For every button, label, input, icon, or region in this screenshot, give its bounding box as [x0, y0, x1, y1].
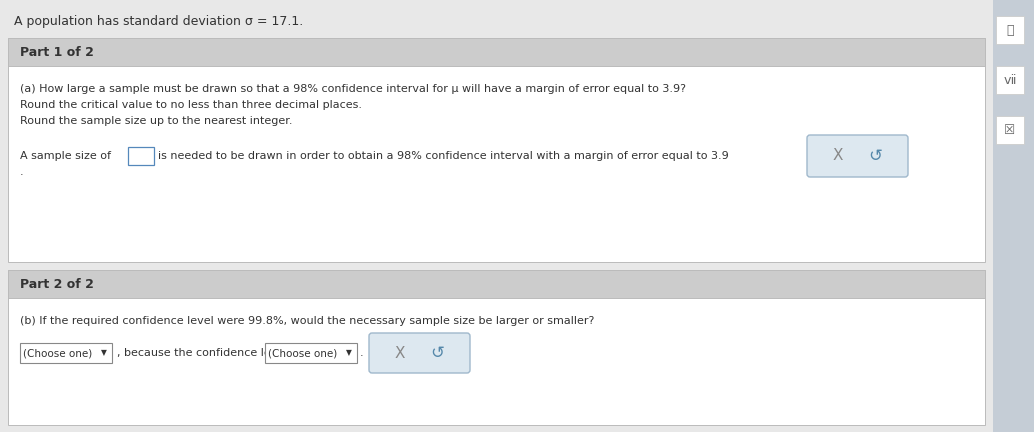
Bar	[128, 147, 154, 165]
Text: ▼: ▼	[101, 349, 107, 358]
Text: ⅶ: ⅶ	[1004, 73, 1016, 86]
Text: Part 1 of 2: Part 1 of 2	[20, 45, 94, 58]
Bar	[20, 343, 112, 363]
Text: ☒: ☒	[1004, 124, 1015, 137]
Text: ▼: ▼	[346, 349, 352, 358]
Text: (a) How large a sample must be drawn so that a 98% confidence interval for μ wil: (a) How large a sample must be drawn so …	[20, 84, 686, 94]
Text: X: X	[395, 346, 405, 360]
Bar	[996, 116, 1024, 144]
Bar	[993, 0, 1034, 432]
Text: X: X	[832, 149, 844, 163]
Text: ⎙: ⎙	[1006, 23, 1013, 36]
Text: A sample size of: A sample size of	[20, 151, 111, 161]
Text: (Choose one): (Choose one)	[24, 348, 93, 358]
Bar	[8, 38, 985, 66]
Bar	[8, 38, 985, 262]
Text: is needed to be drawn in order to obtain a 98% confidence interval with a margin: is needed to be drawn in order to obtain…	[158, 151, 729, 161]
Bar	[8, 270, 985, 298]
Text: ↺: ↺	[869, 147, 882, 165]
Text: .: .	[360, 348, 364, 358]
Text: ↺: ↺	[430, 344, 444, 362]
Text: A population has standard deviation σ = 17.1.: A population has standard deviation σ = …	[14, 16, 303, 29]
Bar	[996, 66, 1024, 94]
Text: Round the sample size up to the nearest integer.: Round the sample size up to the nearest …	[20, 116, 293, 126]
Text: Part 2 of 2: Part 2 of 2	[20, 277, 94, 290]
FancyBboxPatch shape	[369, 333, 470, 373]
Text: (Choose one): (Choose one)	[269, 348, 338, 358]
Text: Round the critical value to no less than three decimal places.: Round the critical value to no less than…	[20, 100, 362, 110]
Text: , because the confidence level is: , because the confidence level is	[117, 348, 300, 358]
Text: .: .	[20, 167, 24, 177]
Bar	[996, 16, 1024, 44]
Text: (b) If the required confidence level were 99.8%, would the necessary sample size: (b) If the required confidence level wer…	[20, 316, 595, 326]
Bar	[265, 343, 357, 363]
FancyBboxPatch shape	[807, 135, 908, 177]
Bar	[8, 270, 985, 425]
